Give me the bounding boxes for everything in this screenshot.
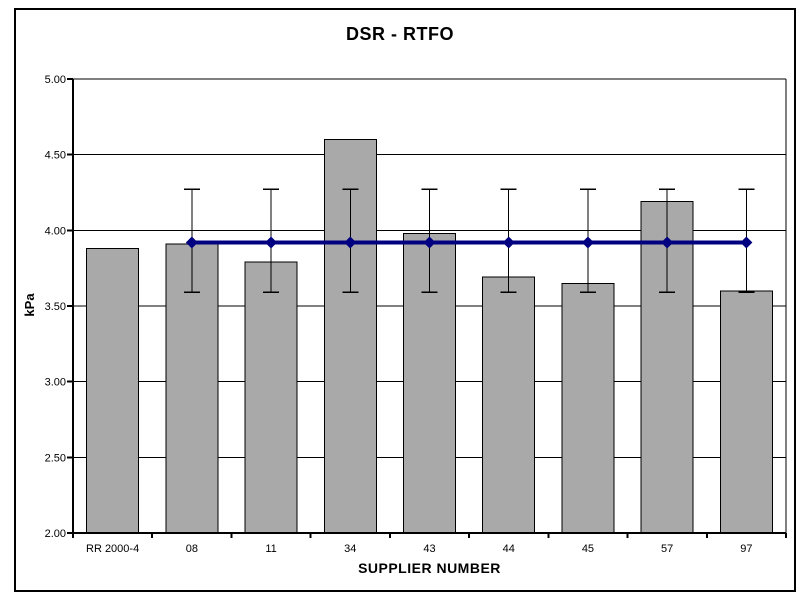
category-label: 57 (661, 543, 673, 555)
line-marker-diamond (423, 236, 436, 249)
y-tick-label: 2.00 (45, 528, 66, 540)
y-tick-label: 5.00 (45, 74, 66, 86)
line-marker-diamond (344, 236, 357, 249)
y-tick-label: 2.50 (45, 452, 66, 464)
line-marker-diamond (185, 236, 198, 249)
y-tick-label: 3.00 (45, 377, 66, 389)
line-marker-diamond (502, 236, 515, 249)
line-marker-diamond (265, 236, 278, 249)
bar (86, 247, 140, 534)
category-label: 08 (186, 543, 198, 555)
category-label: 97 (740, 543, 752, 555)
line-marker-diamond (661, 236, 674, 249)
category-label: 45 (582, 543, 594, 555)
category-label: 44 (503, 543, 515, 555)
bar (561, 282, 615, 534)
category-label: 43 (423, 543, 435, 555)
category-label: 11 (265, 543, 276, 555)
y-tick-label: 3.50 (45, 301, 66, 313)
y-tick-label: 4.00 (45, 225, 66, 237)
bar (244, 261, 298, 534)
chart-title: DSR - RTFO (346, 24, 454, 44)
y-tick-label: 4.50 (45, 150, 66, 162)
line-marker-diamond (581, 236, 594, 249)
x-axis-title: SUPPLIER NUMBER (358, 560, 501, 576)
category-label: RR 2000-4 (86, 543, 139, 555)
bar (719, 290, 773, 534)
line-marker-diamond (740, 236, 753, 249)
category-label: 34 (344, 543, 356, 555)
bar (482, 276, 536, 534)
